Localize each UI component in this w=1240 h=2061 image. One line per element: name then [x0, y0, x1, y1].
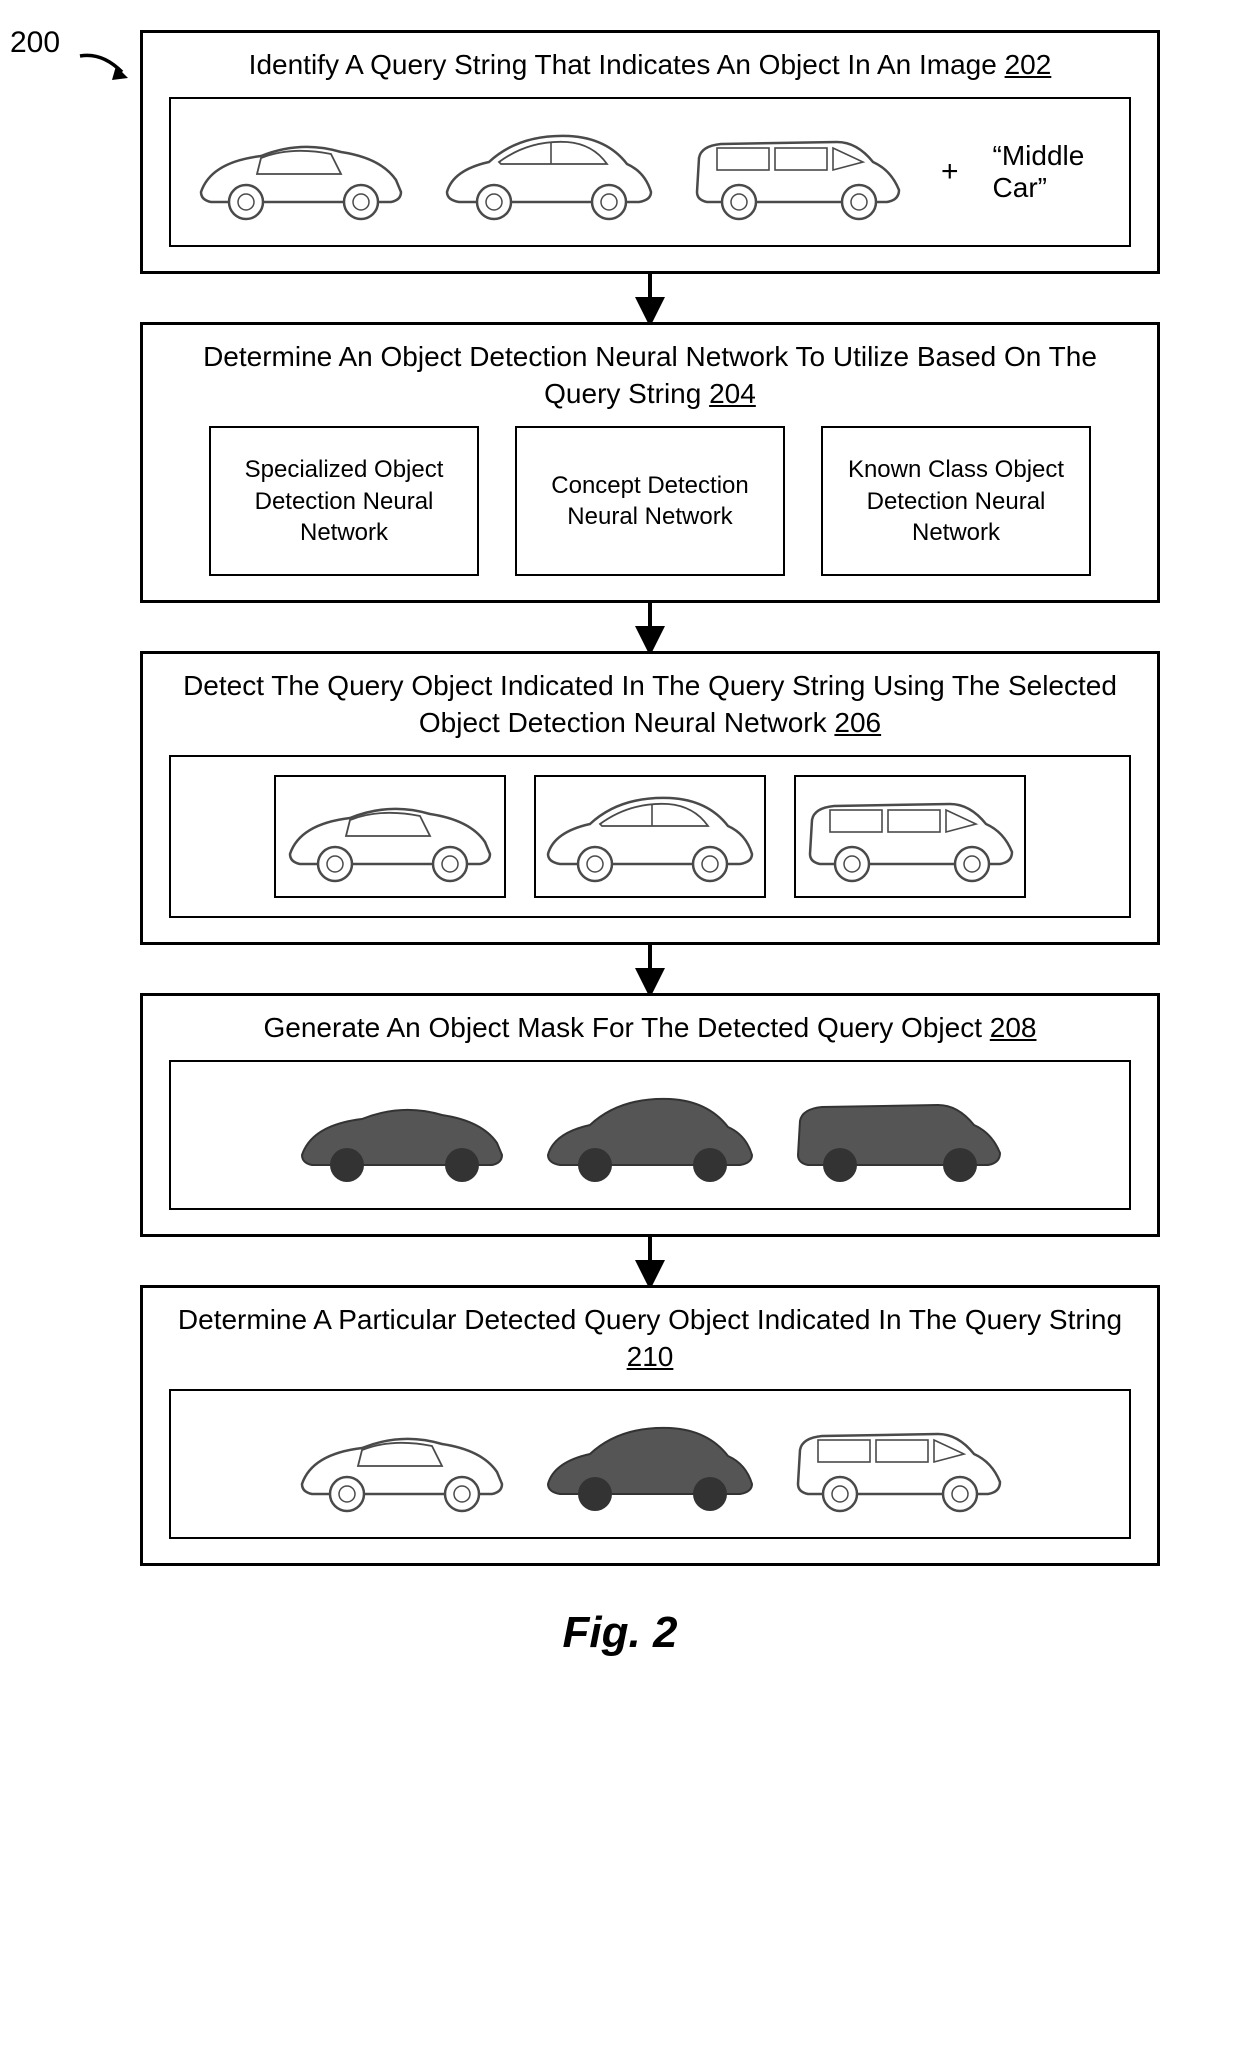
step-204: Determine An Object Detection Neural Net…: [140, 322, 1160, 603]
step-208-ref: 208: [990, 1012, 1037, 1043]
car-sedan-icon: [439, 117, 659, 227]
step-206-ref: 206: [834, 707, 881, 738]
concept-network-box: Concept Detection Neural Network: [515, 426, 785, 576]
step-210-title-text: Determine A Particular Detected Query Ob…: [178, 1304, 1122, 1335]
car-suv-mask-icon: [788, 1080, 1008, 1190]
flowchart: Identify A Query String That Indicates A…: [140, 30, 1160, 1566]
step-206-title-text: Detect The Query Object Indicated In The…: [183, 670, 1117, 737]
step-208-frame: [169, 1060, 1131, 1210]
step-204-title: Determine An Object Detection Neural Net…: [169, 339, 1131, 412]
figure-page: 200 Identify A Query String That Indicat…: [40, 30, 1200, 1658]
arrow-down-icon: [630, 943, 670, 995]
step-206-title: Detect The Query Object Indicated In The…: [169, 668, 1131, 741]
step-210: Determine A Particular Detected Query Ob…: [140, 1285, 1160, 1566]
figure-ref-number: 200: [10, 26, 60, 60]
step-210-title: Determine A Particular Detected Query Ob…: [169, 1302, 1131, 1375]
plus-operator: +: [941, 155, 959, 189]
step-208-title-text: Generate An Object Mask For The Detected…: [264, 1012, 990, 1043]
detection-bbox: [794, 775, 1026, 898]
step-208-title: Generate An Object Mask For The Detected…: [169, 1010, 1131, 1046]
car-row: [292, 1080, 1008, 1190]
specialized-network-box: Specialized Object Detection Neural Netw…: [209, 426, 479, 576]
detection-bbox: [274, 775, 506, 898]
figure-caption: Fig. 2: [40, 1608, 1200, 1658]
step-204-title-text: Determine An Object Detection Neural Net…: [203, 341, 1097, 408]
step-202-title-text: Identify A Query String That Indicates A…: [249, 49, 1005, 80]
car-suv-icon: [687, 117, 907, 227]
network-options: Specialized Object Detection Neural Netw…: [169, 426, 1131, 576]
car-suv-icon: [788, 1409, 1008, 1519]
car-coupe-icon: [191, 117, 411, 227]
car-sedan-mask-icon: [540, 1080, 760, 1190]
car-coupe-icon: [292, 1409, 512, 1519]
step-202-title: Identify A Query String That Indicates A…: [169, 47, 1131, 83]
car-row: [292, 1409, 1008, 1519]
car-sedan-icon: [540, 779, 760, 889]
arrow-down-icon: [630, 272, 670, 324]
query-string-label: “Middle Car”: [993, 140, 1109, 204]
car-row: [274, 775, 1026, 898]
step-210-ref: 210: [627, 1341, 674, 1372]
arrow-down-icon: [630, 601, 670, 653]
arrow-down-icon: [630, 1235, 670, 1287]
car-coupe-icon: [280, 779, 500, 889]
step-206: Detect The Query Object Indicated In The…: [140, 651, 1160, 945]
step-204-ref: 204: [709, 378, 756, 409]
step-202-ref: 202: [1005, 49, 1052, 80]
step-206-frame: [169, 755, 1131, 918]
step-210-frame: [169, 1389, 1131, 1539]
car-coupe-mask-icon: [292, 1080, 512, 1190]
detection-bbox: [534, 775, 766, 898]
known-class-network-box: Known Class Object Detection Neural Netw…: [821, 426, 1091, 576]
step-202-frame: + “Middle Car”: [169, 97, 1131, 247]
step-208: Generate An Object Mask For The Detected…: [140, 993, 1160, 1237]
step-202: Identify A Query String That Indicates A…: [140, 30, 1160, 274]
car-sedan-selected-icon: [540, 1409, 760, 1519]
car-row: [191, 117, 907, 227]
figure-ref-arrow-icon: [76, 50, 146, 90]
car-suv-icon: [800, 779, 1020, 889]
